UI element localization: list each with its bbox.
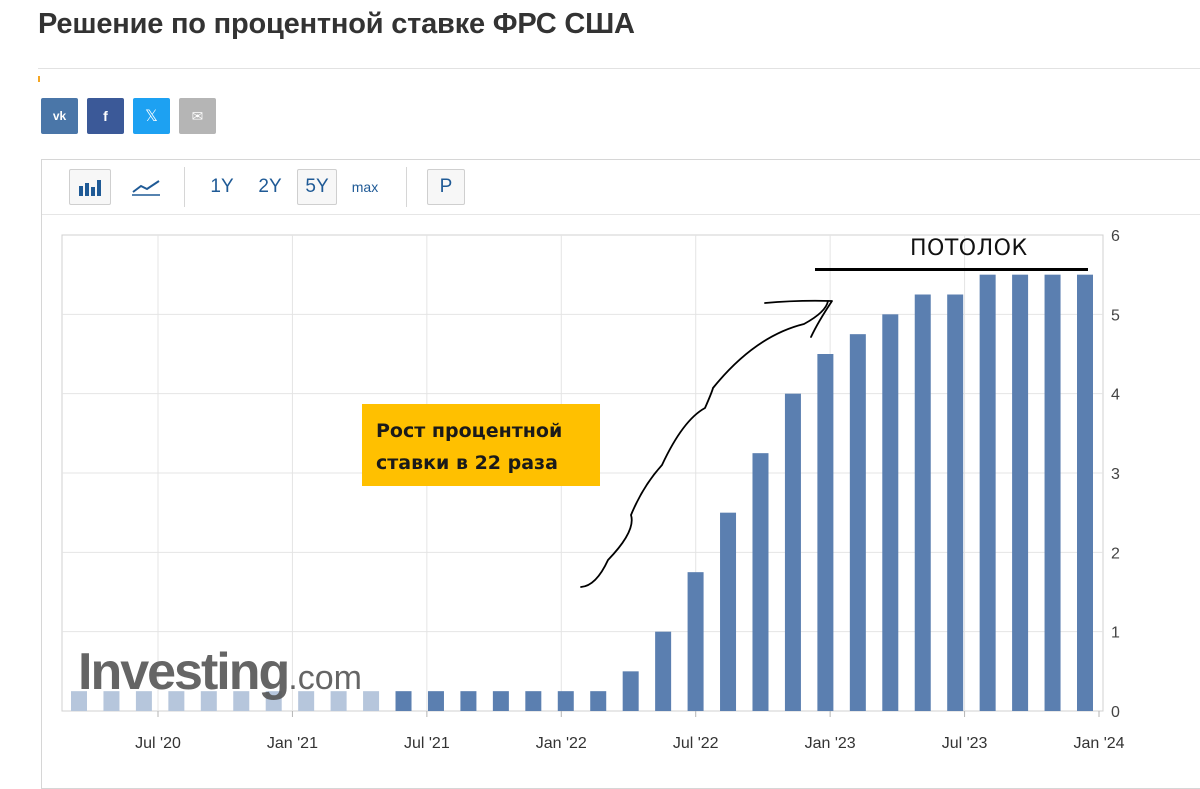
bar [655,631,672,711]
range-1y-button[interactable]: 1Y [210,176,234,197]
x-tick-label: Jul '23 [942,735,988,752]
vk-icon: vk [52,109,67,123]
bar [1044,274,1061,711]
x-tick-label: Jan '24 [1073,735,1124,752]
bar [720,512,737,711]
bar [103,691,120,711]
range-max-button[interactable]: max [351,179,379,195]
growth-annotation: Рост процентной ставки в 22 раза [362,404,600,486]
email-icon: ✉ [191,107,204,124]
bar [233,691,250,711]
bar [135,691,152,711]
x-tick-label: Jan '23 [805,735,856,752]
bar [200,691,217,711]
bar [265,691,282,711]
bar [687,572,704,711]
x-tick-label: Jul '22 [673,735,719,752]
bar [492,691,509,711]
y-tick-label: 1 [1111,625,1120,642]
page-title: Решение по процентной ставке ФРС США [38,8,635,40]
growth-arrow-head [764,299,833,338]
growth-annotation-line2: ставки в 22 раза [376,452,558,474]
bar [298,691,315,711]
bar [947,294,964,711]
y-tick-label: 4 [1111,387,1120,404]
line-chart-button[interactable] [126,169,166,205]
x-tick-label: Jan '21 [267,735,318,752]
bar [1077,274,1093,711]
facebook-icon: f [103,108,108,124]
share-email-button[interactable]: ✉ [179,98,216,134]
ceiling-line [815,268,1088,271]
bar [1012,274,1029,711]
bar [590,691,607,711]
y-tick-label: 2 [1111,545,1120,562]
share-bar: vk f 𝕏 ✉ [41,98,216,134]
bar [979,274,996,711]
bar [395,691,412,711]
bar [168,691,185,711]
bar [784,393,801,711]
share-facebook-button[interactable]: f [87,98,124,134]
bar [460,691,477,711]
bar [525,691,542,711]
bar-chart-button[interactable] [69,169,111,205]
chart-toolbar: 1Y 2Y 5Y max P [42,160,1200,215]
share-vk-button[interactable]: vk [41,98,78,134]
bar [71,691,87,711]
bar-chart-icon [79,180,101,196]
chart-panel: 1Y 2Y 5Y max P [41,159,1200,789]
y-tick-label: 0 [1111,704,1120,721]
p-button[interactable]: P [427,169,465,205]
title-divider [38,68,1200,69]
bar [849,334,866,711]
bar [363,691,380,711]
ceiling-label: ПОТОЛОК [910,236,1028,261]
y-tick-label: 5 [1111,307,1120,324]
y-tick-label: 6 [1111,228,1120,245]
x-tick-label: Jul '21 [404,735,450,752]
toolbar-separator [184,167,185,207]
range-2y-button[interactable]: 2Y [258,176,282,197]
x-tick-label: Jan '22 [536,735,587,752]
x-icon: 𝕏 [145,108,158,125]
accent-mark [38,76,40,82]
bar [427,691,444,711]
bar [330,691,347,711]
bar [752,453,769,711]
bar [882,314,899,711]
growth-annotation-line1: Рост процентной [376,420,563,442]
bar [914,294,931,711]
bar [817,354,834,711]
toolbar-separator [406,167,407,207]
growth-arrow [580,300,829,588]
range-5y-button[interactable]: 5Y [297,169,337,205]
y-tick-label: 3 [1111,466,1120,483]
share-x-button[interactable]: 𝕏 [133,98,170,134]
x-tick-label: Jul '20 [135,735,181,752]
bar [622,671,639,711]
bar [557,691,574,711]
line-chart-icon [132,180,160,196]
